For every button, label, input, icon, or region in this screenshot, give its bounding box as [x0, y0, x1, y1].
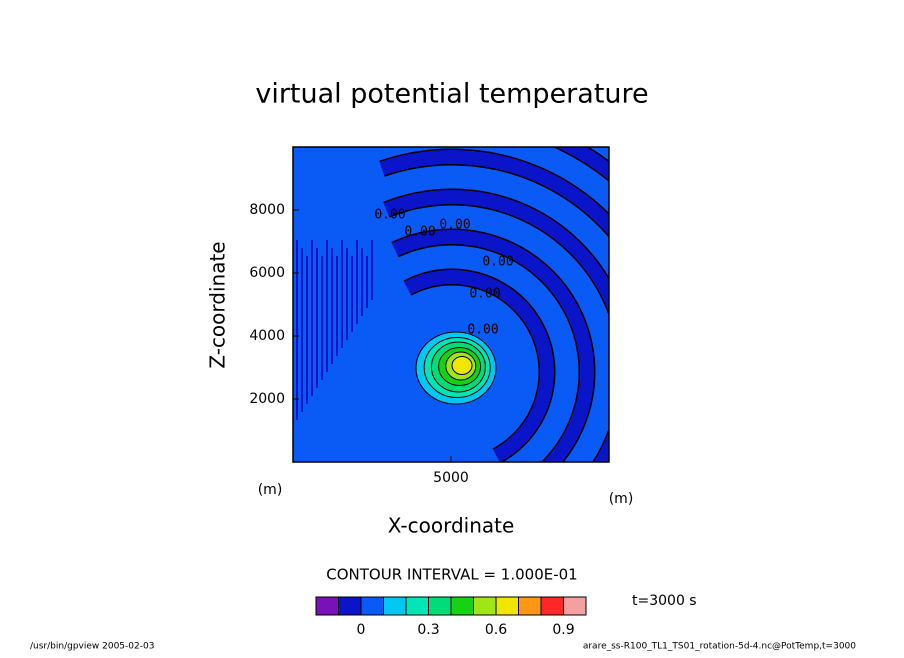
y-tick-label: 4000	[249, 328, 285, 344]
contour-label: 0.00	[374, 208, 405, 223]
contour-label: 0.00	[404, 225, 435, 240]
time-label: t=3000 s	[632, 593, 697, 609]
footer-right: arare_ss-R100_TL1_TS01_rotation-5d-4.nc@…	[583, 642, 856, 652]
colorbar-box	[540, 596, 564, 616]
colorbar-box	[563, 596, 587, 616]
contour-label: 0.00	[482, 255, 513, 270]
contour-interval: CONTOUR INTERVAL = 1.000E-01	[326, 566, 577, 584]
contour-fill	[383, 190, 609, 462]
colorbar-box	[473, 596, 497, 616]
colorbar-box	[360, 596, 384, 616]
colorbar-box	[495, 596, 519, 616]
y-axis-label: Z-coordinate	[206, 241, 230, 368]
footer-left: /usr/bin/gpview 2005-02-03	[30, 642, 154, 652]
contour-fill	[379, 150, 609, 236]
y-tick-label: 6000	[249, 265, 285, 281]
colorbar-box	[450, 596, 474, 616]
chart-title: virtual potential temperature	[255, 79, 648, 110]
contour-label: 0.00	[439, 218, 470, 233]
colorbar-tick-label: 0	[357, 622, 366, 638]
colorbar-box	[518, 596, 542, 616]
y-tick-label: 8000	[249, 202, 285, 218]
contour-label: 0.00	[469, 287, 500, 302]
colorbar-tick-label: 0.6	[485, 622, 507, 638]
x-tick-label: 5000	[433, 470, 469, 486]
colorbar-tick-label: 0.3	[417, 622, 439, 638]
colorbar-box	[383, 596, 407, 616]
plot-area	[293, 147, 609, 462]
contour-fill	[404, 270, 554, 462]
colorbar-box	[405, 596, 429, 616]
contour-fill	[451, 356, 473, 375]
contour-label: 0.00	[467, 323, 498, 338]
y-tick-label: 2000	[249, 391, 285, 407]
colorbar-tick-label: 0.9	[552, 622, 574, 638]
x-unit: (m)	[609, 491, 634, 507]
colorbar-box	[315, 596, 339, 616]
colorbar-box	[428, 596, 452, 616]
x-axis-label: X-coordinate	[388, 514, 515, 538]
colorbar-box	[338, 596, 362, 616]
y-unit: (m)	[258, 482, 283, 498]
contour-fill	[391, 230, 594, 462]
